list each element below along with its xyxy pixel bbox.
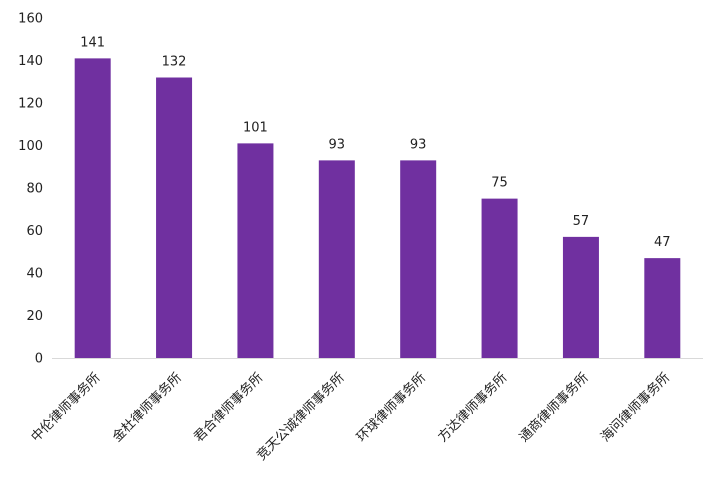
- category-label: 中伦律师事务所: [28, 370, 104, 446]
- data-label: 75: [491, 176, 508, 191]
- y-axis: 0 20 40 60 80 100 120 140 160: [18, 12, 43, 367]
- data-labels: 141 132 101 93 93 75 57 47: [80, 35, 670, 250]
- y-tick-label: 0: [35, 352, 43, 367]
- y-tick-label: 100: [18, 139, 43, 154]
- data-label: 57: [573, 214, 590, 229]
- category-label: 环球律师事务所: [353, 370, 429, 446]
- y-tick-label: 60: [26, 224, 43, 239]
- category-label: 君合律师事务所: [191, 370, 267, 446]
- data-label: 132: [162, 55, 187, 70]
- bar: [481, 198, 518, 358]
- y-tick-label: 120: [18, 97, 43, 112]
- bar: [156, 77, 193, 358]
- y-tick-label: 20: [26, 309, 43, 324]
- data-label: 93: [329, 137, 346, 152]
- data-label: 101: [243, 120, 268, 135]
- bar: [562, 236, 599, 358]
- y-tick-label: 40: [26, 267, 43, 282]
- category-label: 金杜律师事务所: [109, 370, 185, 446]
- y-tick-label: 80: [26, 182, 43, 197]
- bar: [74, 58, 111, 358]
- category-label: 竞天公诚律师事务所: [254, 370, 348, 464]
- bar: [644, 258, 681, 358]
- category-label: 方达律师事务所: [435, 370, 511, 446]
- y-tick-label: 160: [18, 12, 43, 27]
- bar: [400, 160, 437, 358]
- bars: [74, 58, 681, 358]
- y-tick-label: 140: [18, 54, 43, 69]
- data-label: 141: [80, 35, 105, 50]
- data-label: 47: [654, 235, 671, 250]
- category-label: 海问律师事务所: [597, 370, 673, 446]
- bar: [237, 143, 274, 358]
- category-label: 通商律师事务所: [516, 370, 592, 446]
- bar: [318, 160, 355, 358]
- data-label: 93: [410, 137, 427, 152]
